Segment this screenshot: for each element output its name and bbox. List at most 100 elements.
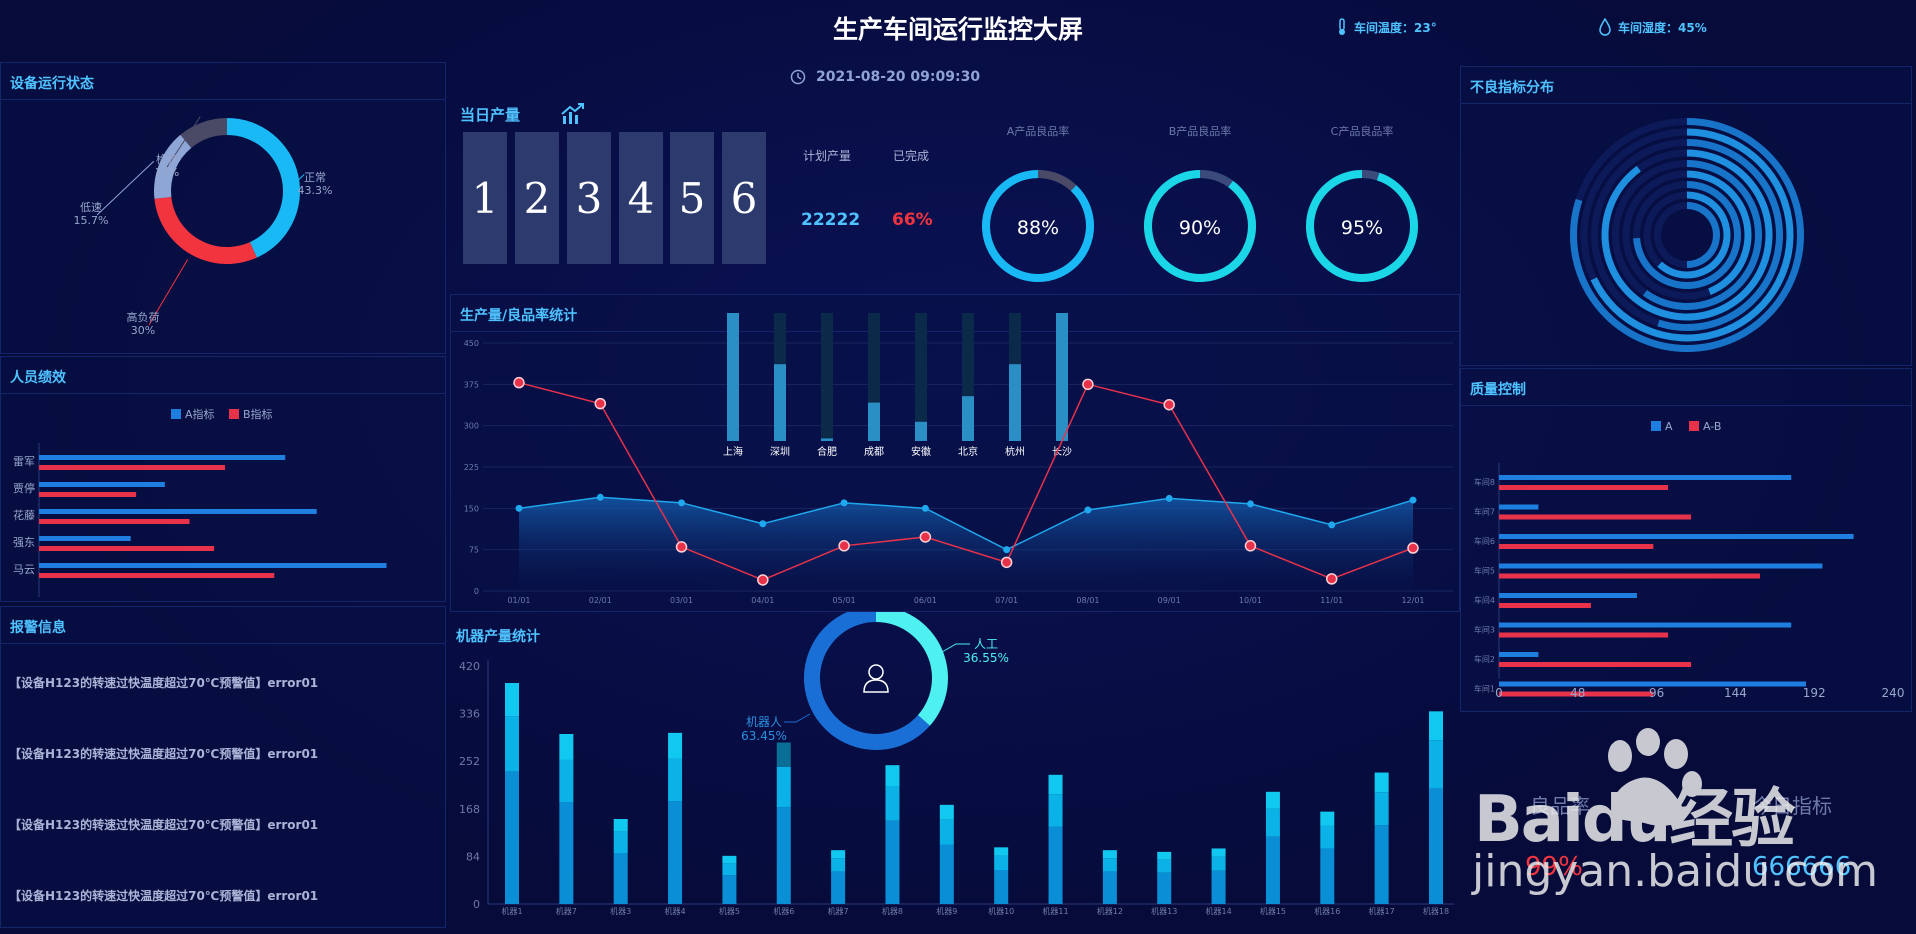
y-tick-label: 252 xyxy=(459,755,480,768)
output-digit: 6 xyxy=(722,132,766,264)
y-tick-label: 0 xyxy=(473,898,480,911)
bar-a xyxy=(1499,622,1792,628)
x-tick-label: 09/01 xyxy=(1158,596,1181,605)
data-point xyxy=(1163,398,1175,411)
x-tick-label: 04/01 xyxy=(751,596,774,605)
bar-a xyxy=(1499,534,1854,539)
output-digit: 2 xyxy=(515,132,559,264)
donut-label-name: 人工 xyxy=(974,637,998,651)
alarm-item[interactable]: 【设备H123的转速过快温度超过70℃预警值】error01 xyxy=(9,818,319,832)
output-digit: 5 xyxy=(670,132,714,264)
bar-segment xyxy=(1265,791,1280,809)
city-bar xyxy=(1009,364,1021,441)
bar-b xyxy=(1499,691,1654,697)
category-label: 车间3 xyxy=(1474,625,1495,635)
x-tick-label: 07/01 xyxy=(995,596,1018,605)
donut-label-percent: 15.7% xyxy=(74,214,109,227)
x-tick-label: 02/01 xyxy=(589,596,612,605)
data-point xyxy=(757,574,769,586)
gauge-value: 90% xyxy=(1179,217,1221,239)
donut-leader-line xyxy=(292,174,305,186)
trend-up-icon xyxy=(561,103,584,124)
city-bar xyxy=(915,421,927,441)
bar-segment xyxy=(1429,788,1443,904)
data-point xyxy=(921,504,929,512)
x-tick-label: 机器11 xyxy=(1042,906,1068,916)
bar-a xyxy=(39,536,131,541)
city-label: 深圳 xyxy=(770,446,790,458)
series-line xyxy=(518,381,1414,581)
x-tick-label: 机器12 xyxy=(1097,906,1123,916)
staff-performance-chart: A指标B指标雷军贾停花藤强东马云04896144192240288 xyxy=(13,407,387,597)
data-point xyxy=(513,376,525,389)
bar-b xyxy=(1499,662,1692,667)
x-tick-label: 96 xyxy=(1649,686,1664,700)
bar-segment xyxy=(505,716,519,772)
city-bar xyxy=(1056,313,1068,441)
bar-segment xyxy=(1211,870,1226,904)
defect-rings-chart xyxy=(1569,118,1804,352)
donut-label-name: 正常 xyxy=(304,171,326,184)
data-point xyxy=(840,499,848,507)
legend-label: A指标 xyxy=(185,407,215,421)
y-tick-label: 84 xyxy=(466,850,480,863)
x-tick-label: 机器18 xyxy=(1423,906,1449,916)
x-tick-label: 03/01 xyxy=(670,596,693,605)
bar-a xyxy=(39,455,286,460)
donut-segment xyxy=(227,118,300,258)
quality-control-panel: 质量控制 A A-B 车间8 车间7 车间6 车间5 车间4 车间3 车间2 车间1 0 48 96 14… xyxy=(1460,368,1912,712)
donut-label-name: 检修 xyxy=(156,152,178,166)
category-label: 马云 xyxy=(13,563,35,576)
data-point xyxy=(759,520,767,528)
city-bar xyxy=(821,438,833,441)
city-bar xyxy=(868,402,880,441)
bar-segment xyxy=(939,844,954,904)
bar-segment xyxy=(1157,872,1172,904)
legend-swatch xyxy=(1689,421,1699,431)
bar-b xyxy=(1499,544,1654,549)
bar-segment xyxy=(559,734,574,760)
alarm-item[interactable]: 【设备H123的转速过快温度超过70℃预警值】error01 xyxy=(9,747,319,761)
gauge-value: 95% xyxy=(1341,217,1383,239)
bar-segment xyxy=(668,732,683,759)
legend-swatch xyxy=(229,409,239,419)
bar-segment xyxy=(776,742,791,767)
alarm-item[interactable]: 【设备H123的转速过快温度超过70℃预警值】error01 xyxy=(9,676,319,690)
donut-segment xyxy=(154,196,257,264)
x-tick-label: 01/01 xyxy=(507,596,530,605)
bar-segment xyxy=(722,855,737,864)
data-point xyxy=(838,540,850,552)
alarm-item[interactable]: 【设备H123的转速过快温度超过70℃预警值】error01 xyxy=(9,889,319,903)
quality-control-chart: A A-B 车间8 车间7 车间6 车间5 车间4 车间3 车间2 车间1 0 48 96 144 192 2… xyxy=(1474,420,1905,700)
donut-label-name: 低速 xyxy=(80,201,102,214)
y-tick-label: 336 xyxy=(459,708,480,721)
donut-leader-line xyxy=(166,116,201,168)
city-label: 安徽 xyxy=(911,445,931,458)
bar-segment xyxy=(505,683,519,717)
city-bar xyxy=(727,313,739,441)
gauge-remainder-arc xyxy=(1362,170,1380,181)
donut-leader-line xyxy=(941,643,970,653)
done-label: 已完成 xyxy=(893,149,930,163)
bar-a xyxy=(39,482,165,487)
data-point xyxy=(596,493,604,501)
bar-segment xyxy=(1157,859,1172,873)
donut-label-name: 机器人 xyxy=(746,715,782,729)
category-label: 花藤 xyxy=(13,509,35,522)
x-tick-label: 机器17 xyxy=(1369,906,1395,916)
droplet-icon xyxy=(1599,18,1611,36)
x-tick-label: 192 xyxy=(1803,686,1826,700)
data-point xyxy=(675,541,688,553)
category-label: 车间5 xyxy=(1474,566,1495,576)
x-tick-label: 机器1 xyxy=(501,906,522,916)
x-tick-label: 机器5 xyxy=(719,906,740,916)
bar-segment xyxy=(1157,851,1172,860)
data-point xyxy=(1084,506,1092,514)
legend-swatch xyxy=(171,409,181,419)
bar-segment xyxy=(1320,848,1335,904)
x-tick-label: 机器13 xyxy=(1151,906,1177,916)
legend-label: B指标 xyxy=(243,407,273,421)
y-tick-label: 225 xyxy=(464,463,479,472)
bar-a xyxy=(1499,504,1539,510)
